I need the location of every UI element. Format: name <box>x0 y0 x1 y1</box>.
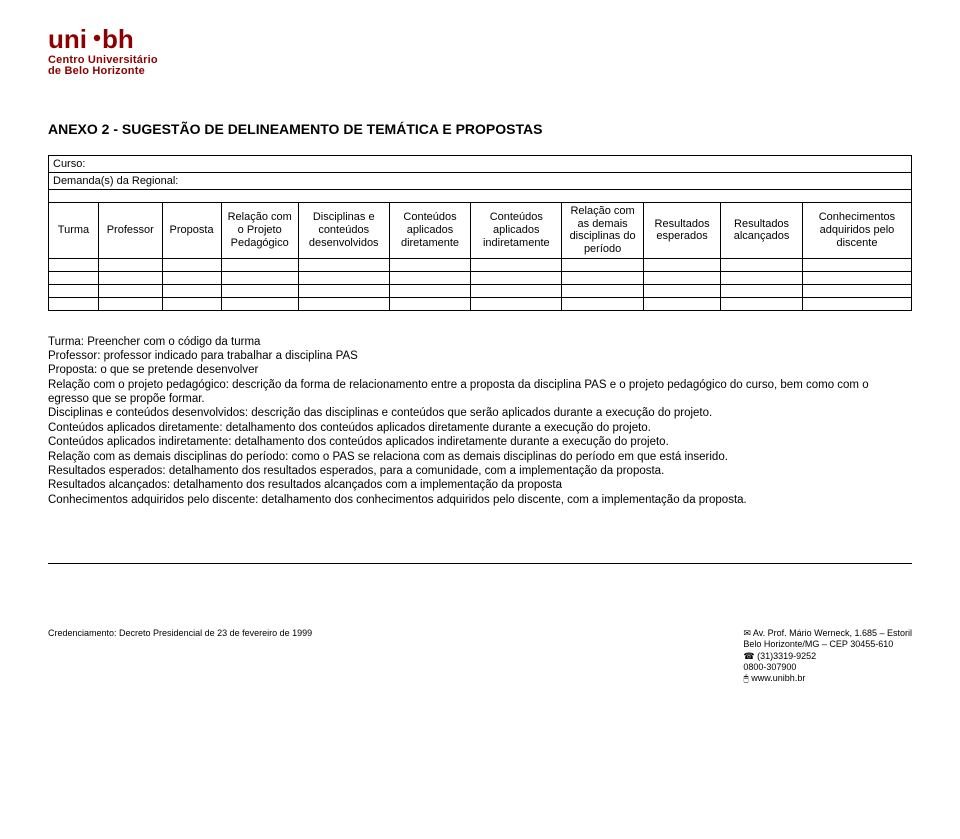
page-footer: Credenciamento: Decreto Presidencial de … <box>48 624 912 684</box>
explanation-line: Relação com o projeto pedagógico: descri… <box>48 378 912 407</box>
explanation-line: Turma: Preencher com o código da turma <box>48 335 912 349</box>
table-header-row: TurmaProfessorPropostaRelação com o Proj… <box>49 203 912 259</box>
table-row <box>49 190 912 203</box>
svg-text:bh: bh <box>102 24 134 54</box>
explanation-line: Conhecimentos adquiridos pelo discente: … <box>48 493 912 507</box>
table-row <box>49 271 912 284</box>
table-header-cell: Relação com as demais disciplinas do per… <box>562 203 644 259</box>
footer-contact-line: ✉ Av. Prof. Mário Werneck, 1.685 – Estor… <box>743 628 912 639</box>
table-row-demanda: Demanda(s) da Regional: <box>49 173 912 190</box>
unibh-logo-icon: uni bh <box>48 24 158 56</box>
explanation-line: Resultados esperados: detalhamento dos r… <box>48 464 912 478</box>
explanation-line: Conteúdos aplicados diretamente: detalha… <box>48 421 912 435</box>
footer-contact-line: Belo Horizonte/MG – CEP 30455-610 <box>743 639 912 650</box>
page-title: ANEXO 2 - SUGESTÃO DE DELINEAMENTO DE TE… <box>48 121 912 137</box>
table-header-cell: Conhecimentos adquiridos pelo discente <box>802 203 911 259</box>
document-page: uni bh Centro Universitário de Belo Hori… <box>0 0 960 704</box>
curso-label: Curso: <box>49 156 912 173</box>
explanations-block: Turma: Preencher com o código da turmaPr… <box>48 335 912 508</box>
explanation-line: Relação com as demais disciplinas do per… <box>48 450 912 464</box>
footer-credential: Credenciamento: Decreto Presidencial de … <box>48 628 312 684</box>
demanda-label: Demanda(s) da Regional: <box>49 173 912 190</box>
explanation-line: Conteúdos aplicados indiretamente: detal… <box>48 435 912 449</box>
table-header-cell: Resultados alcançados <box>721 203 803 259</box>
table-header-cell: Turma <box>49 203 99 259</box>
explanation-line: Disciplinas e conteúdos desenvolvidos: d… <box>48 406 912 420</box>
logo-subtitle-2: de Belo Horizonte <box>48 65 912 77</box>
table-row-curso: Curso: <box>49 156 912 173</box>
table-header-cell: Proposta <box>162 203 221 259</box>
table-header-cell: Conteúdos aplicados indiretamente <box>471 203 562 259</box>
footer-separator <box>48 563 912 564</box>
table-header-cell: Disciplinas e conteúdos desenvolvidos <box>298 203 389 259</box>
table-row <box>49 284 912 297</box>
table-row <box>49 258 912 271</box>
delineamento-table: Curso: Demanda(s) da Regional: TurmaProf… <box>48 155 912 311</box>
table-header-cell: Relação com o Projeto Pedagógico <box>221 203 298 259</box>
footer-contact-line: 0800-307900 <box>743 662 912 673</box>
table-header-cell: Resultados esperados <box>643 203 720 259</box>
explanation-line: Resultados alcançados: detalhamento dos … <box>48 478 912 492</box>
svg-text:uni: uni <box>48 24 87 54</box>
footer-contact: ✉ Av. Prof. Mário Werneck, 1.685 – Estor… <box>743 628 912 684</box>
table-row <box>49 297 912 310</box>
explanation-line: Professor: professor indicado para traba… <box>48 349 912 363</box>
logo-block: uni bh Centro Universitário de Belo Hori… <box>48 24 912 77</box>
footer-contact-line: ☎ (31)3319-9252 <box>743 651 912 662</box>
table-header-cell: Professor <box>98 203 162 259</box>
footer-contact-line: 🖰 www.unibh.br <box>743 673 912 684</box>
explanation-line: Proposta: o que se pretende desenvolver <box>48 363 912 377</box>
table-header-cell: Conteúdos aplicados diretamente <box>389 203 471 259</box>
